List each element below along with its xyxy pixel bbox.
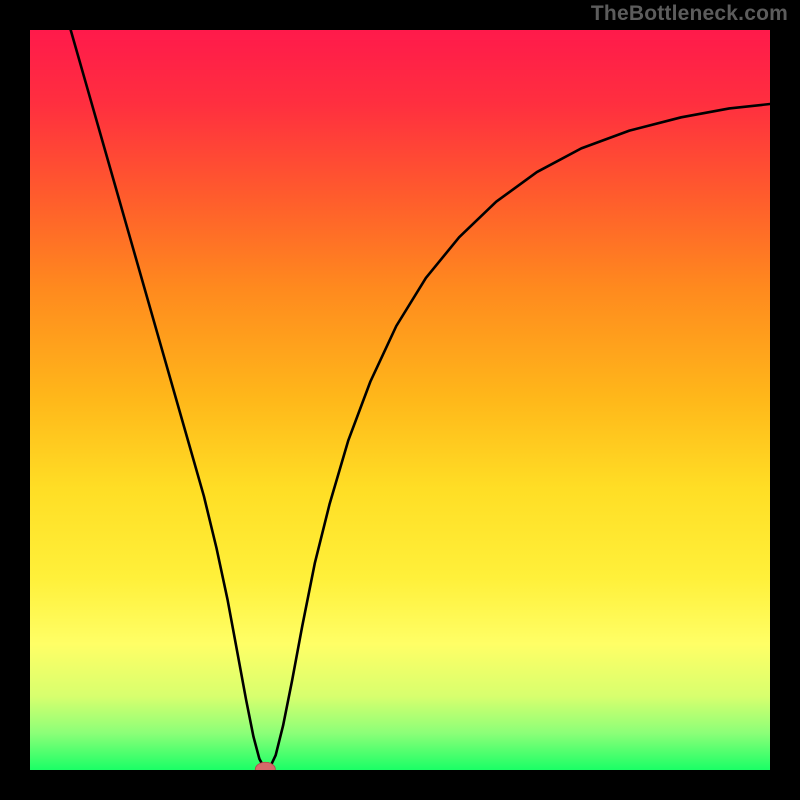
chart-frame: TheBottleneck.com <box>0 0 800 800</box>
watermark-text: TheBottleneck.com <box>591 2 788 26</box>
plot-background-gradient <box>30 30 770 770</box>
bottleneck-chart <box>0 0 800 800</box>
